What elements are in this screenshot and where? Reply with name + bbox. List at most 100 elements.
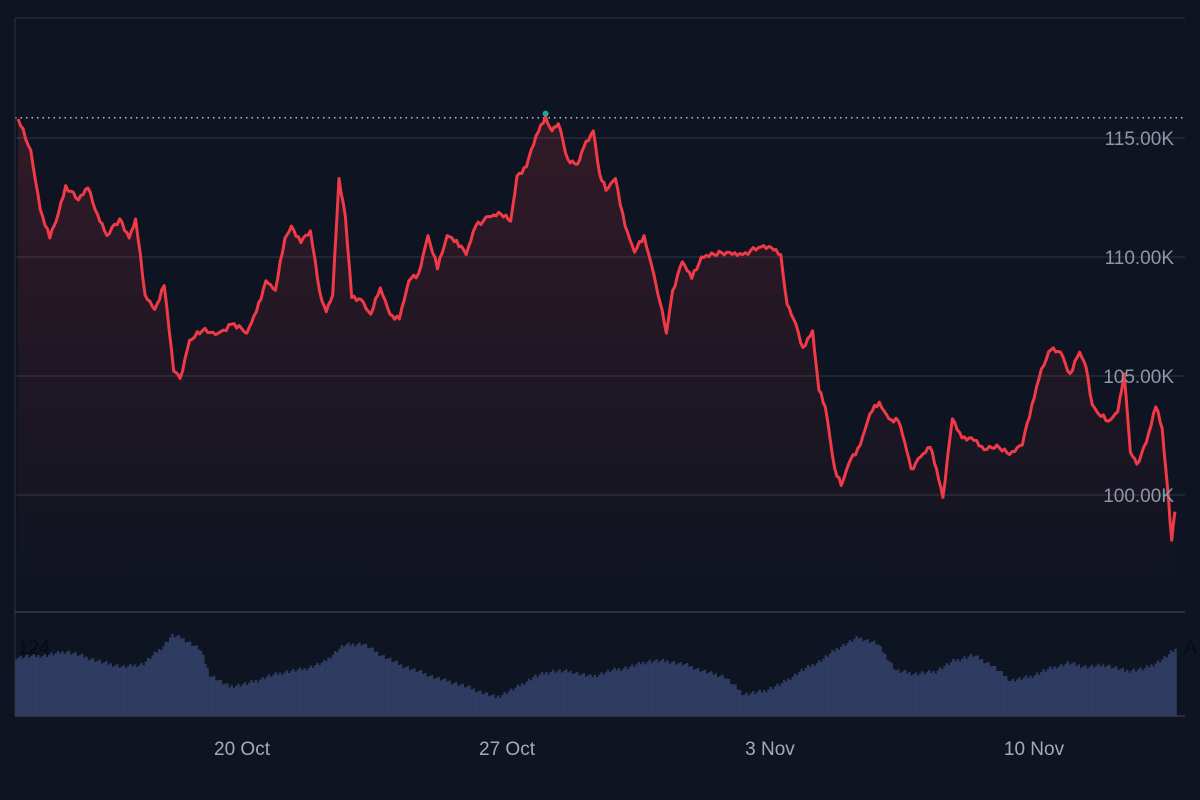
- volume-bar: [642, 661, 645, 716]
- volume-bar: [809, 666, 812, 716]
- volume-bar: [870, 641, 874, 716]
- volume-bar: [538, 674, 541, 716]
- volume-bar: [767, 689, 770, 716]
- volume-bar: [283, 672, 286, 716]
- volume-bar: [241, 684, 244, 716]
- volume-bar: [169, 637, 172, 716]
- high-marker: [542, 110, 549, 117]
- volume-bar: [760, 692, 764, 716]
- volume-bar: [1009, 680, 1012, 716]
- volume-bar: [1035, 672, 1039, 716]
- volume-bar: [501, 694, 504, 716]
- volume-bar: [1108, 664, 1111, 716]
- volume-bar: [683, 664, 687, 716]
- volume-bar: [793, 673, 797, 716]
- volume-bar: [1106, 665, 1109, 716]
- volume-bar: [61, 651, 64, 716]
- volume-histogram: [15, 633, 1177, 716]
- volume-bar: [206, 667, 209, 716]
- volume-bar: [316, 662, 319, 716]
- volume-bar: [419, 670, 423, 716]
- volume-bar: [901, 671, 904, 716]
- volume-bar: [631, 664, 634, 716]
- volume-bar: [1145, 665, 1149, 716]
- volume-bar: [679, 661, 682, 716]
- volume-bar: [620, 670, 623, 716]
- volume-bar: [160, 650, 163, 716]
- volume-bar: [375, 651, 379, 716]
- volume-bar: [314, 665, 317, 716]
- volume-bar: [503, 692, 506, 716]
- volume-bar: [114, 665, 117, 716]
- volume-bar: [479, 690, 482, 716]
- volume-bar: [736, 689, 739, 716]
- volume-bar: [364, 643, 368, 716]
- volume-bar: [41, 655, 44, 716]
- volume-bar: [131, 666, 134, 716]
- volume-bar: [562, 670, 566, 716]
- volume-bar: [934, 673, 937, 716]
- volume-bar: [991, 666, 995, 716]
- volume-bar: [791, 676, 794, 716]
- volume-bar: [1165, 657, 1168, 716]
- volume-bar: [338, 648, 341, 716]
- volume-bar: [65, 651, 68, 716]
- volume-bar: [1013, 681, 1017, 716]
- volume-bar: [1137, 669, 1140, 716]
- volume-bar: [963, 656, 966, 716]
- volume-bar: [118, 667, 121, 716]
- volume-bar: [404, 667, 407, 716]
- volume-bar: [353, 646, 357, 716]
- volume-bar: [1084, 665, 1087, 716]
- volume-bar: [987, 662, 990, 716]
- volume-bar: [133, 664, 137, 716]
- x-axis: 20 Oct 27 Oct 3 Nov 10 Nov: [214, 739, 1065, 760]
- volume-bar: [961, 658, 964, 716]
- volume-bar: [334, 651, 337, 716]
- volume-bar: [48, 654, 51, 716]
- volume-bar: [690, 665, 693, 716]
- volume-bar: [925, 672, 929, 716]
- volume-bar: [532, 677, 535, 716]
- volume-bar: [281, 675, 284, 716]
- volume-bar: [545, 672, 548, 716]
- volume-bar: [461, 683, 464, 716]
- x-tick-label: 27 Oct: [479, 739, 536, 760]
- volume-bar: [129, 663, 132, 716]
- volume-bar: [595, 677, 599, 716]
- volume-bar: [382, 654, 385, 716]
- volume-bar: [899, 672, 902, 716]
- volume-bar: [257, 682, 260, 716]
- volume-bar: [74, 652, 77, 716]
- volume-bar: [149, 659, 152, 716]
- volume-bar: [39, 657, 42, 716]
- volume-bar: [1027, 677, 1030, 716]
- volume-bar: [296, 669, 299, 716]
- volume-bar: [769, 686, 772, 716]
- volume-bar: [694, 668, 698, 716]
- volume-bar: [1093, 667, 1096, 716]
- volume-bar: [958, 661, 962, 716]
- volume-bar: [496, 695, 500, 716]
- volume-bar: [716, 677, 720, 716]
- volume-bar: [1139, 667, 1142, 716]
- volume-bar: [763, 690, 766, 716]
- volume-bar: [481, 694, 484, 716]
- volume-bar: [23, 656, 27, 716]
- volume-bar: [589, 674, 592, 716]
- volume-bar: [455, 681, 458, 716]
- volume-bar: [965, 658, 968, 716]
- volume-bar: [430, 674, 434, 716]
- volume-bar: [147, 657, 150, 716]
- volume-bar: [738, 689, 742, 716]
- volume-bar: [325, 661, 328, 716]
- volume-bar: [448, 680, 451, 716]
- volume-bar: [470, 689, 473, 716]
- volume-bar: [1066, 661, 1069, 716]
- volume-bar: [411, 669, 414, 716]
- volume-bar: [908, 671, 911, 716]
- volume-bar: [180, 638, 183, 716]
- volume-bar: [287, 673, 291, 716]
